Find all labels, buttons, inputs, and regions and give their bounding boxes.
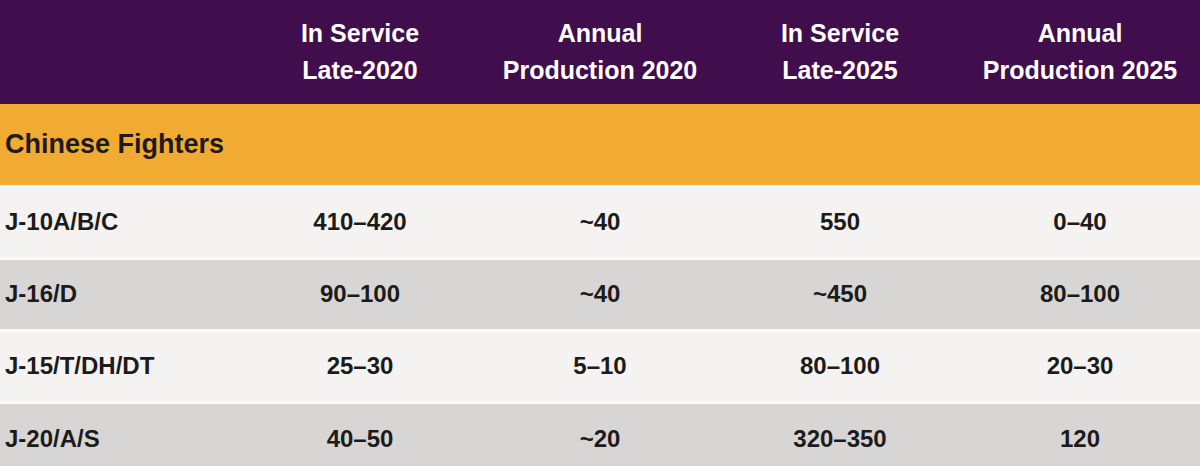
header-cell-in-service-2020: In Service Late-2020 <box>240 0 480 104</box>
header-line: Production 2025 <box>960 52 1200 89</box>
cell-value: ~40 <box>480 258 720 330</box>
header-line: In Service <box>240 15 480 52</box>
header-line: Annual <box>960 15 1200 52</box>
cell-value: ~450 <box>720 258 960 330</box>
cell-value: 5–10 <box>480 330 720 402</box>
cell-value: 410–420 <box>240 186 480 258</box>
cell-value: 40–50 <box>240 402 480 466</box>
row-label: J-20/A/S <box>0 402 240 466</box>
cell-value: ~20 <box>480 402 720 466</box>
table-header-row: In Service Late-2020 Annual Production 2… <box>0 0 1200 104</box>
header-line: Annual <box>480 15 720 52</box>
row-label: J-16/D <box>0 258 240 330</box>
cell-value: ~40 <box>480 186 720 258</box>
row-label: J-10A/B/C <box>0 186 240 258</box>
cell-value: 20–30 <box>960 330 1200 402</box>
table-row: J-16/D 90–100 ~40 ~450 80–100 <box>0 258 1200 330</box>
header-cell-in-service-2025: In Service Late-2025 <box>720 0 960 104</box>
cell-value: 90–100 <box>240 258 480 330</box>
header-line: Late-2020 <box>240 52 480 89</box>
cell-value: 25–30 <box>240 330 480 402</box>
cell-value: 0–40 <box>960 186 1200 258</box>
row-label: J-15/T/DH/DT <box>0 330 240 402</box>
cell-value: 120 <box>960 402 1200 466</box>
fighters-table-figure: In Service Late-2020 Annual Production 2… <box>0 0 1200 466</box>
section-label: Chinese Fighters <box>0 104 1200 186</box>
section-header-row: Chinese Fighters <box>0 104 1200 186</box>
cell-value: 320–350 <box>720 402 960 466</box>
chinese-fighters-table: In Service Late-2020 Annual Production 2… <box>0 0 1200 466</box>
cell-value: 80–100 <box>960 258 1200 330</box>
header-line: In Service <box>720 15 960 52</box>
header-cell-annual-production-2025: Annual Production 2025 <box>960 0 1200 104</box>
table-row: J-15/T/DH/DT 25–30 5–10 80–100 20–30 <box>0 330 1200 402</box>
table-row: J-20/A/S 40–50 ~20 320–350 120 <box>0 402 1200 466</box>
table-row: J-10A/B/C 410–420 ~40 550 0–40 <box>0 186 1200 258</box>
header-line: Production 2020 <box>480 52 720 89</box>
cell-value: 550 <box>720 186 960 258</box>
cell-value: 80–100 <box>720 330 960 402</box>
header-line: Late-2025 <box>720 52 960 89</box>
header-cell-annual-production-2020: Annual Production 2020 <box>480 0 720 104</box>
header-cell-empty <box>0 0 240 104</box>
